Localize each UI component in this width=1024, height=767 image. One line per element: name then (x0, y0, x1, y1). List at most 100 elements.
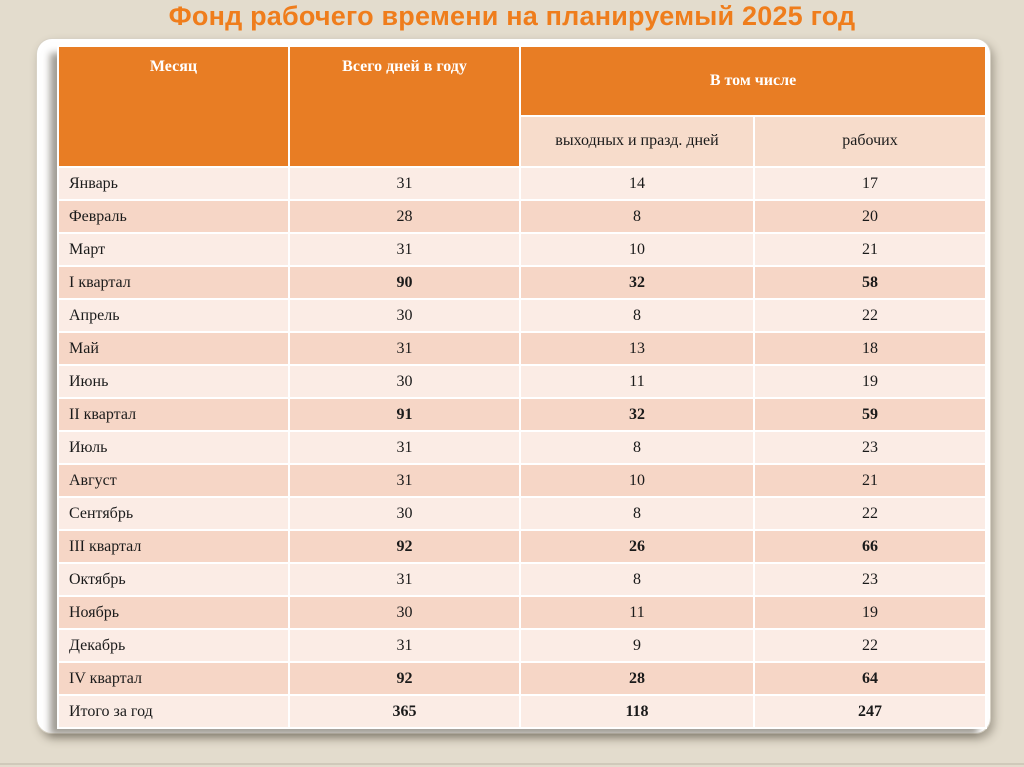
weekend-days-cell: 8 (519, 430, 755, 465)
weekend-days-cell: 9 (519, 628, 755, 663)
month-cell: III квартал (57, 529, 290, 564)
month-cell: Апрель (57, 298, 290, 333)
slide-title: Фонд рабочего времени на планируемый 202… (168, 1, 856, 31)
table-row: Октябрь 31 8 23 (57, 562, 987, 597)
weekend-days-cell: 13 (519, 331, 755, 366)
working-days-cell: 21 (753, 463, 987, 498)
working-days-cell: 22 (753, 628, 987, 663)
working-days-cell: 64 (753, 661, 987, 696)
weekend-days-cell: 14 (519, 166, 755, 201)
table-row: II квартал 91 32 59 (57, 397, 987, 432)
total-days-cell: 92 (288, 661, 521, 696)
total-days-cell: 90 (288, 265, 521, 300)
column-header-weekend-days: выходных и празд. дней (519, 114, 755, 169)
month-cell: II квартал (57, 397, 290, 432)
working-days-cell: 18 (753, 331, 987, 366)
total-days-cell: 31 (288, 331, 521, 366)
total-days-cell: 91 (288, 397, 521, 432)
table-row: Апрель 30 8 22 (57, 298, 987, 333)
working-days-cell: 22 (753, 496, 987, 531)
table-row: IV квартал 92 28 64 (57, 661, 987, 696)
weekend-days-cell: 32 (519, 265, 755, 300)
working-time-table: Месяц Всего дней в году В том числе выхо… (57, 45, 987, 729)
month-cell: Январь (57, 166, 290, 201)
working-days-cell: 19 (753, 595, 987, 630)
month-cell: Март (57, 232, 290, 267)
working-days-cell: 23 (753, 562, 987, 597)
column-header-including: В том числе (519, 45, 987, 117)
total-days-cell: 30 (288, 496, 521, 531)
weekend-days-cell: 26 (519, 529, 755, 564)
working-days-cell: 59 (753, 397, 987, 432)
month-cell: Август (57, 463, 290, 498)
working-days-cell: 247 (753, 694, 987, 729)
total-days-cell: 31 (288, 463, 521, 498)
month-cell: IV квартал (57, 661, 290, 696)
total-days-cell: 28 (288, 199, 521, 234)
weekend-days-cell: 8 (519, 298, 755, 333)
table-row: Июнь 30 11 19 (57, 364, 987, 399)
working-days-cell: 22 (753, 298, 987, 333)
month-cell: I квартал (57, 265, 290, 300)
month-cell: Июль (57, 430, 290, 465)
subheader-row: выходных и празд. дней рабочих (58, 114, 987, 169)
total-days-cell: 31 (288, 166, 521, 201)
content-card: Месяц Всего дней в году В том числе выхо… (36, 38, 991, 734)
working-days-cell: 19 (753, 364, 987, 399)
weekend-days-cell: 32 (519, 397, 755, 432)
weekend-days-cell: 10 (519, 232, 755, 267)
working-days-cell: 20 (753, 199, 987, 234)
table-row: Май 31 13 18 (57, 331, 987, 366)
month-cell: Февраль (57, 199, 290, 234)
weekend-days-cell: 10 (519, 463, 755, 498)
table-body: Январь 31 14 17 Февраль 28 8 20 Март 31 10 21 I квар… (57, 166, 987, 729)
working-days-cell: 66 (753, 529, 987, 564)
weekend-days-cell: 11 (519, 595, 755, 630)
weekend-days-cell: 28 (519, 661, 755, 696)
table-container: Месяц Всего дней в году В том числе выхо… (57, 45, 987, 729)
table-row: Итого за год 365 118 247 (57, 694, 987, 729)
table-row: Ноябрь 30 11 19 (57, 595, 987, 630)
month-cell: Май (57, 331, 290, 366)
table-row: Март 31 10 21 (57, 232, 987, 267)
working-days-cell: 58 (753, 265, 987, 300)
total-days-cell: 30 (288, 298, 521, 333)
total-days-cell: 31 (288, 430, 521, 465)
table-row: Сентябрь 30 8 22 (57, 496, 987, 531)
table-row: Август 31 10 21 (57, 463, 987, 498)
header-row: Месяц Всего дней в году В том числе (57, 45, 987, 168)
weekend-days-cell: 8 (519, 496, 755, 531)
total-days-cell: 92 (288, 529, 521, 564)
month-cell: Октябрь (57, 562, 290, 597)
column-header-month: Месяц (57, 45, 290, 168)
table-header: Месяц Всего дней в году В том числе выхо… (57, 45, 987, 169)
table-row: Июль 31 8 23 (57, 430, 987, 465)
total-days-cell: 30 (288, 364, 521, 399)
total-days-cell: 31 (288, 562, 521, 597)
working-days-cell: 23 (753, 430, 987, 465)
weekend-days-cell: 8 (519, 562, 755, 597)
month-cell: Сентябрь (57, 496, 290, 531)
total-days-cell: 31 (288, 628, 521, 663)
bottom-edge-line (0, 763, 1024, 765)
total-days-cell: 31 (288, 232, 521, 267)
column-header-total-days: Всего дней в году (288, 45, 521, 168)
column-header-working-days: рабочих (753, 114, 987, 169)
weekend-days-cell: 118 (519, 694, 755, 729)
table-row: Декабрь 31 9 22 (57, 628, 987, 663)
month-cell: Ноябрь (57, 595, 290, 630)
total-days-cell: 365 (288, 694, 521, 729)
working-days-cell: 21 (753, 232, 987, 267)
month-cell: Июнь (57, 364, 290, 399)
total-days-cell: 30 (288, 595, 521, 630)
month-cell: Итого за год (57, 694, 290, 729)
month-cell: Декабрь (57, 628, 290, 663)
weekend-days-cell: 8 (519, 199, 755, 234)
weekend-days-cell: 11 (519, 364, 755, 399)
working-days-cell: 17 (753, 166, 987, 201)
table-row: Февраль 28 8 20 (57, 199, 987, 234)
table-row: Январь 31 14 17 (57, 166, 987, 201)
table-row: I квартал 90 32 58 (57, 265, 987, 300)
table-row: III квартал 92 26 66 (57, 529, 987, 564)
